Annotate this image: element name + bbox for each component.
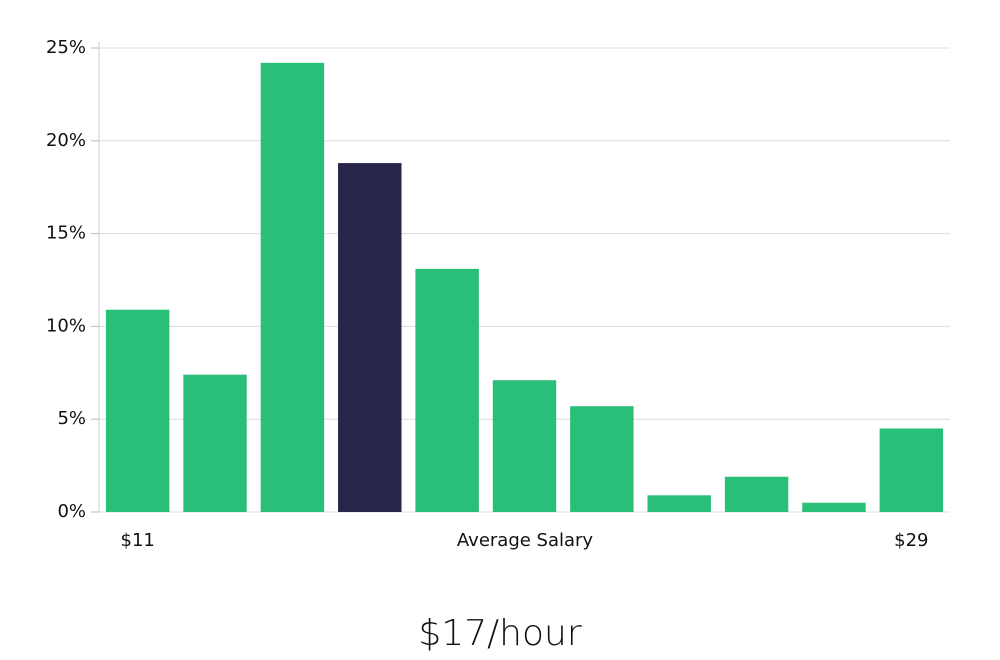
x-tick-label: $11 (121, 530, 155, 551)
bar (570, 406, 634, 512)
bar (183, 374, 247, 512)
bar (415, 268, 479, 512)
y-tick-label: 0% (57, 501, 86, 522)
bar (338, 163, 402, 512)
y-tick-label: 10% (46, 315, 86, 336)
y-tick-label: 25% (46, 37, 86, 58)
y-tick-label: 5% (57, 408, 86, 429)
bar (260, 62, 325, 513)
bar (724, 476, 789, 512)
bar (492, 380, 557, 512)
bar (105, 309, 170, 512)
y-tick-label: 20% (46, 130, 86, 151)
x-tick-label: $29 (894, 530, 928, 551)
bar (879, 428, 944, 512)
x-axis-label: Average Salary (457, 530, 594, 551)
bar (802, 502, 866, 512)
bar (647, 495, 711, 512)
chart-title: $17/hour (418, 613, 582, 654)
y-tick-label: 15% (46, 223, 86, 244)
